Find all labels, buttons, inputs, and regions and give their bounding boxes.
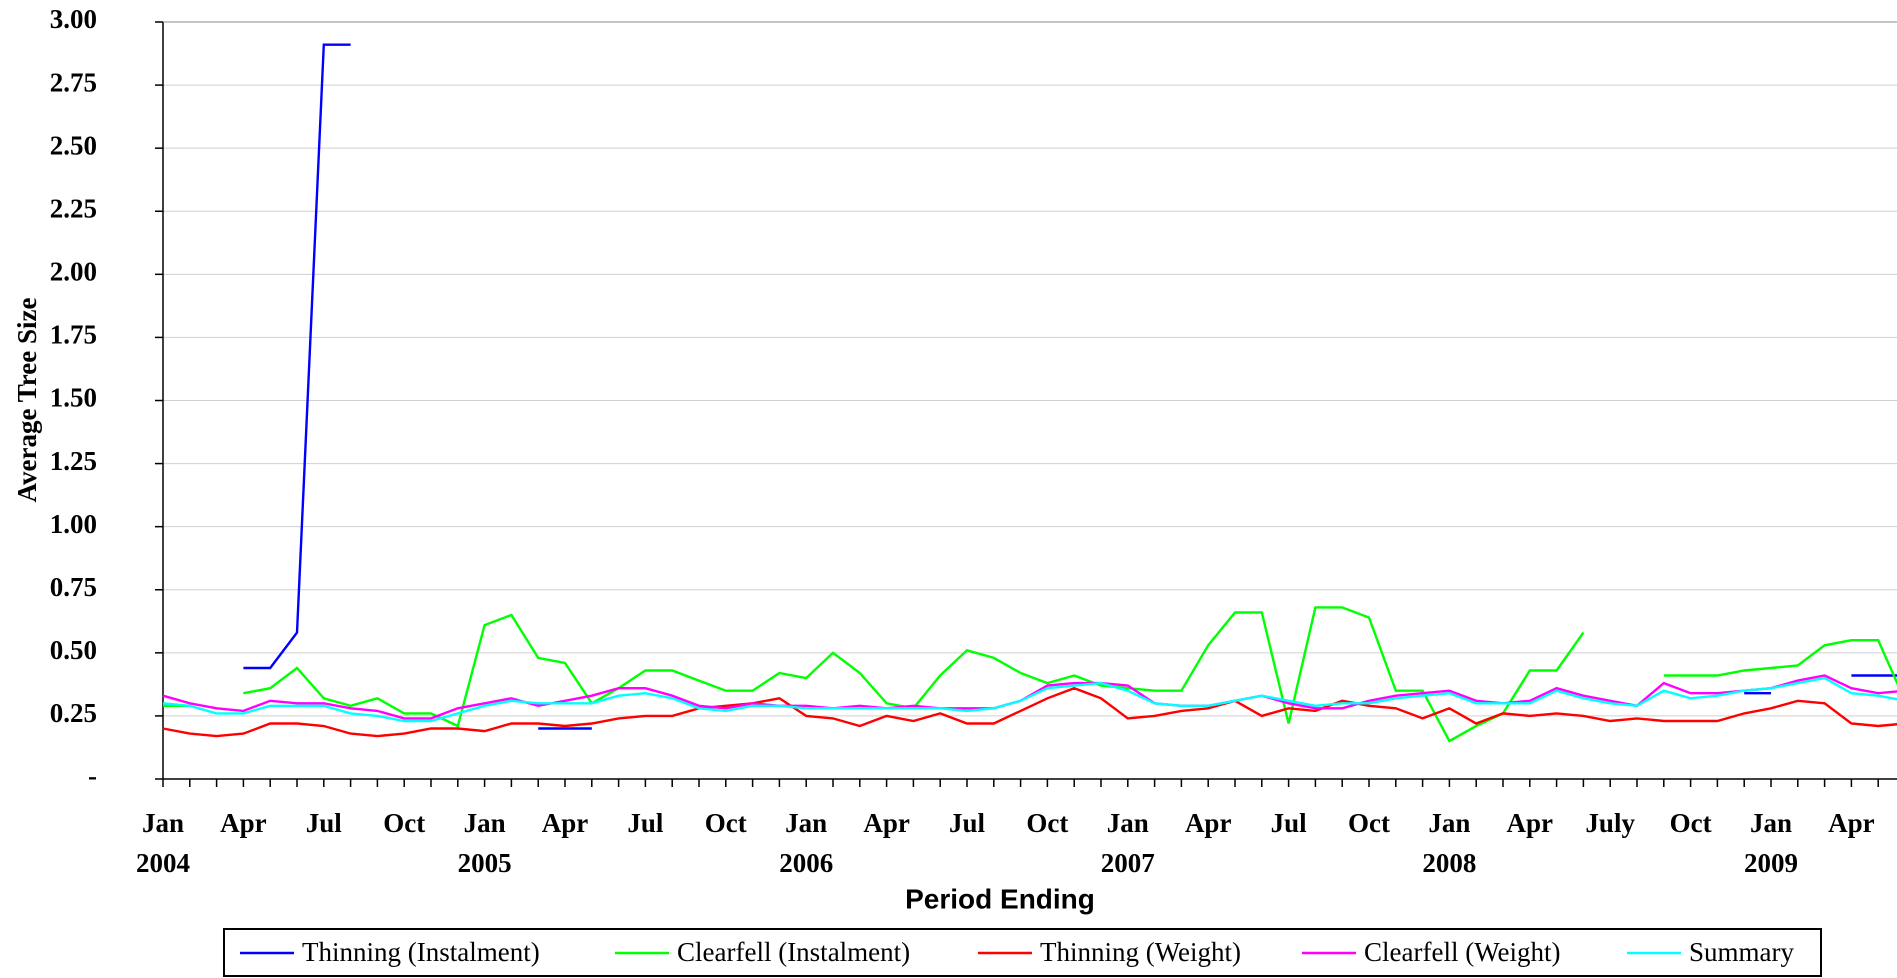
y-tick-label: 2.25: [50, 193, 97, 223]
legend-label: Clearfell (Weight): [1364, 937, 1561, 967]
y-tick-label: -: [88, 761, 97, 791]
x-year-label: 2007: [1101, 848, 1155, 878]
x-tick-label: Jan: [1428, 808, 1470, 838]
x-tick-label: Jul: [627, 808, 664, 838]
x-tick-label: Oct: [705, 808, 747, 838]
y-tick-label: 0.25: [50, 698, 97, 728]
x-year-label: 2008: [1422, 848, 1476, 878]
y-tick-label: 2.50: [50, 130, 97, 160]
x-tick-label: Apr: [1828, 808, 1875, 838]
legend-label: Clearfell (Instalment): [677, 937, 910, 967]
legend-label: Summary: [1689, 937, 1794, 967]
x-year-label: 2006: [779, 848, 833, 878]
x-tick-label: Jan: [785, 808, 827, 838]
x-tick-label: Jan: [142, 808, 184, 838]
legend-label: Thinning (Weight): [1040, 937, 1241, 967]
y-tick-label: 0.50: [50, 635, 97, 665]
series-line: [162, 676, 1897, 723]
y-tick-label: 1.75: [50, 320, 97, 350]
x-tick-label: Oct: [383, 808, 425, 838]
x-tick-label: Apr: [1185, 808, 1232, 838]
x-tick-label: Apr: [542, 808, 589, 838]
y-tick-label: 2.00: [50, 257, 97, 287]
series-line: [162, 686, 1897, 738]
series-line: [243, 43, 1897, 730]
y-tick-label: 1.25: [50, 446, 97, 476]
x-tick-label: Jul: [306, 808, 343, 838]
x-tick-label: Apr: [220, 808, 267, 838]
legend-label: Thinning (Instalment): [302, 937, 540, 967]
x-tick-label: Jan: [1107, 808, 1149, 838]
y-tick-label: 2.75: [50, 67, 97, 97]
x-tick-label: Jan: [1750, 808, 1792, 838]
x-tick-label: Apr: [863, 808, 910, 838]
x-year-label: 2005: [458, 848, 512, 878]
x-tick-label: Oct: [1026, 808, 1068, 838]
x-tick-label: Oct: [1348, 808, 1390, 838]
x-tick-label: July: [1585, 808, 1635, 838]
x-tick-label: Jul: [1271, 808, 1308, 838]
y-axis-title: Average Tree Size: [12, 298, 42, 503]
x-year-label: 2004: [136, 848, 190, 878]
x-tick-label: Jan: [464, 808, 506, 838]
x-year-label: 2009: [1744, 848, 1798, 878]
y-tick-label: 1.50: [50, 383, 97, 413]
x-tick-label: Apr: [1507, 808, 1554, 838]
x-tick-label: Oct: [1670, 808, 1712, 838]
y-tick-label: 0.75: [50, 572, 97, 602]
x-axis-title: Period Ending: [905, 883, 1095, 914]
y-tick-label: 1.00: [50, 509, 97, 539]
x-tick-label: Jul: [949, 808, 986, 838]
y-tick-label: 3.00: [50, 4, 97, 34]
